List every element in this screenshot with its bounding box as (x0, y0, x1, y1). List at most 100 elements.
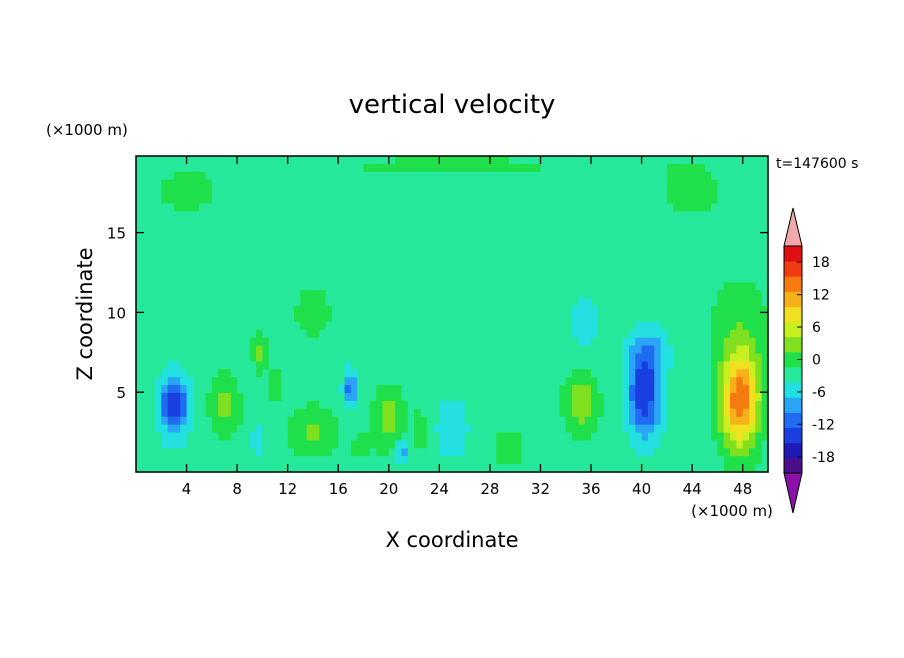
heatmap-cell (641, 266, 649, 276)
heatmap-cell (628, 227, 636, 236)
heatmap-cell (154, 306, 162, 315)
heatmap-cell (641, 274, 649, 283)
heatmap-cell (565, 400, 573, 410)
heatmap-cell (622, 195, 630, 204)
heatmap-cell (148, 227, 156, 236)
heatmap-cell (508, 266, 516, 276)
heatmap-cell (167, 242, 175, 252)
heatmap-cell (654, 156, 662, 165)
heatmap-cell (679, 408, 687, 418)
heatmap-cell (470, 298, 478, 307)
heatmap-cell (414, 361, 421, 370)
heatmap-cell (496, 464, 504, 473)
heatmap-cell (407, 361, 415, 370)
heatmap-cell (180, 456, 188, 465)
heatmap-cell (749, 163, 756, 173)
heatmap-cell (154, 290, 162, 299)
heatmap-cell (458, 211, 466, 220)
heatmap-cell (192, 211, 200, 220)
heatmap-cell (319, 211, 327, 220)
heatmap-cell (192, 282, 200, 291)
heatmap-cell (584, 258, 592, 268)
heatmap-cell (433, 258, 440, 268)
heatmap-cell (338, 179, 346, 189)
heatmap-cell (186, 203, 194, 212)
heatmap-cell (698, 203, 706, 212)
heatmap-cell (414, 187, 421, 197)
heatmap-cell (591, 393, 598, 402)
heatmap-cell (673, 187, 681, 197)
heatmap-cell (559, 290, 567, 299)
heatmap-cell (186, 416, 194, 426)
heatmap-cell (268, 227, 276, 236)
heatmap-cell (628, 353, 636, 362)
heatmap-cell (527, 432, 535, 441)
heatmap-cell (344, 314, 352, 323)
heatmap-cell (186, 290, 194, 299)
heatmap-cell (268, 432, 276, 441)
heatmap-cell (136, 227, 143, 236)
heatmap-cell (186, 329, 194, 339)
heatmap-cell (761, 211, 769, 220)
heatmap-cell (685, 298, 693, 307)
heatmap-cell (154, 321, 162, 331)
heatmap-cell (673, 235, 681, 244)
heatmap-cell (262, 250, 270, 260)
heatmap-cell (294, 314, 301, 323)
heatmap-cell (730, 377, 737, 386)
heatmap-cell (256, 227, 263, 236)
heatmap-cell (654, 211, 662, 220)
heatmap-cell (312, 235, 320, 244)
heatmap-cell (161, 219, 169, 228)
heatmap-cell (426, 321, 434, 331)
heatmap-cell (186, 385, 194, 394)
heatmap-cell (749, 203, 756, 212)
heatmap-cell (426, 156, 434, 165)
heatmap-cell (439, 329, 447, 339)
heatmap-cell (496, 329, 504, 339)
heatmap-cell (256, 242, 263, 252)
heatmap-cell (698, 353, 706, 362)
heatmap-cell (698, 219, 706, 228)
heatmap-cell (414, 274, 421, 283)
heatmap-cell (540, 361, 548, 370)
heatmap-cell (704, 393, 712, 402)
heatmap-cell (376, 211, 384, 220)
heatmap-cell (704, 456, 712, 465)
heatmap-cell (205, 219, 213, 228)
heatmap-cell (628, 408, 636, 418)
heatmap-cell (161, 274, 169, 283)
heatmap-cell (603, 377, 611, 386)
heatmap-cell (749, 345, 756, 355)
heatmap-cell (736, 416, 744, 426)
heatmap-cell (173, 416, 181, 426)
heatmap-cell (458, 187, 466, 197)
heatmap-cell (331, 211, 339, 220)
heatmap-cell (142, 203, 150, 212)
heatmap-cell (698, 227, 706, 236)
heatmap-cell (395, 393, 403, 402)
heatmap-cell (376, 385, 384, 394)
heatmap-cell (256, 163, 263, 173)
heatmap-cell (711, 377, 719, 386)
heatmap-cell (142, 242, 150, 252)
heatmap-cell (515, 290, 523, 299)
heatmap-cell (382, 361, 390, 370)
heatmap-cell (287, 400, 295, 410)
heatmap-cell (616, 464, 624, 473)
heatmap-cell (243, 369, 251, 378)
heatmap-cell (622, 282, 630, 291)
heatmap-cell (148, 400, 156, 410)
heatmap-cell (363, 187, 371, 197)
heatmap-cell (742, 353, 750, 362)
heatmap-cell (218, 337, 226, 347)
heatmap-cell (679, 290, 687, 299)
heatmap-cell (249, 448, 257, 457)
heatmap-cell (180, 369, 188, 378)
heatmap-cell (534, 393, 542, 402)
heatmap-cell (230, 179, 238, 189)
heatmap-cell (268, 353, 276, 362)
heatmap-cell (610, 385, 617, 394)
heatmap-cell (369, 163, 377, 173)
colorbar-segment (784, 397, 802, 413)
